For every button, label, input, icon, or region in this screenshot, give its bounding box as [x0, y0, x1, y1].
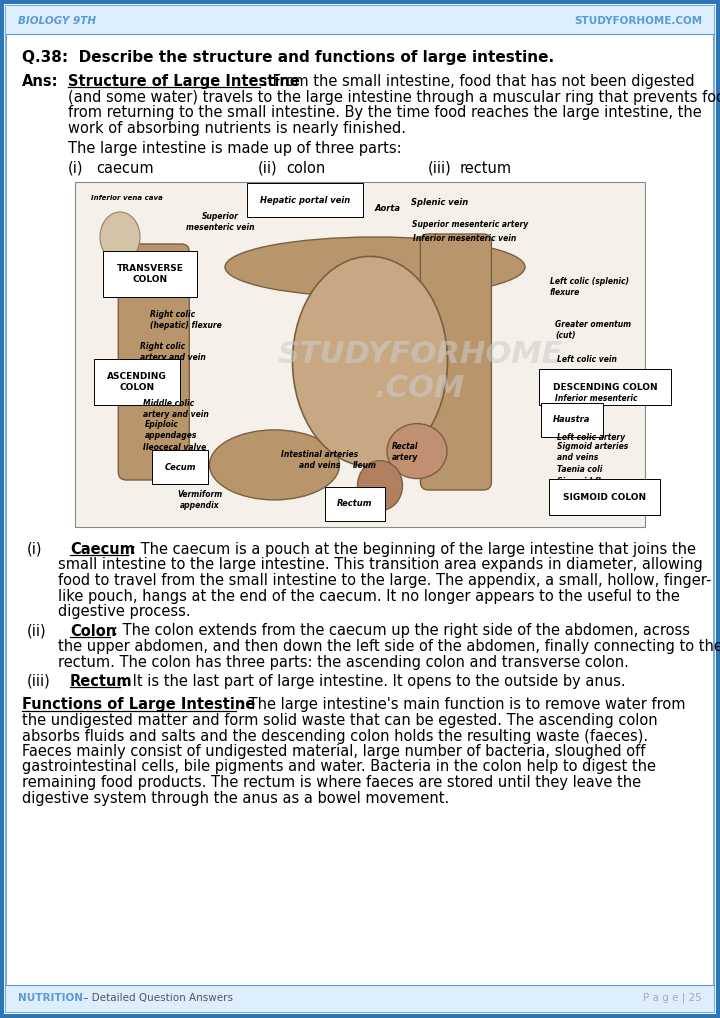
Text: (i): (i)	[27, 542, 42, 557]
Text: Superior mesenteric artery: Superior mesenteric artery	[412, 220, 528, 228]
Text: STUDYFORHOME
.COM: STUDYFORHOME .COM	[277, 340, 563, 403]
FancyBboxPatch shape	[75, 182, 645, 527]
Text: Inferior vena cava: Inferior vena cava	[91, 195, 163, 201]
Ellipse shape	[358, 460, 402, 511]
Text: STUDYFORHOME.COM: STUDYFORHOME.COM	[574, 16, 702, 26]
Text: ASCENDING
COLON: ASCENDING COLON	[107, 373, 167, 392]
FancyBboxPatch shape	[6, 6, 714, 34]
Text: Sigmoid flexure: Sigmoid flexure	[557, 477, 625, 487]
Text: work of absorbing nutrients is nearly finished.: work of absorbing nutrients is nearly fi…	[68, 120, 406, 135]
Text: TRANSVERSE
COLON: TRANSVERSE COLON	[117, 265, 184, 284]
Text: Superior
mesenteric vein: Superior mesenteric vein	[186, 213, 254, 232]
Text: Taenia coli: Taenia coli	[557, 465, 603, 474]
Text: rectum. The colon has three parts: the ascending colon and transverse colon.: rectum. The colon has three parts: the a…	[58, 655, 629, 670]
Text: Left colic vein: Left colic vein	[557, 355, 617, 364]
Text: DESCENDING COLON: DESCENDING COLON	[553, 383, 657, 392]
Text: gastrointestinal cells, bile pigments and water. Bacteria in the colon help to d: gastrointestinal cells, bile pigments an…	[22, 759, 656, 775]
Text: (iii): (iii)	[428, 161, 451, 175]
Text: Functions of Large Intestine: Functions of Large Intestine	[22, 697, 256, 713]
Text: – Detailed Question Answers: – Detailed Question Answers	[80, 993, 233, 1003]
FancyBboxPatch shape	[6, 985, 714, 1012]
Text: Colon: Colon	[70, 623, 116, 638]
Text: Middle colic
artery and vein: Middle colic artery and vein	[143, 399, 209, 418]
Text: digestive process.: digestive process.	[58, 604, 191, 619]
Text: Rectal
artery: Rectal artery	[392, 442, 418, 462]
Ellipse shape	[210, 430, 340, 500]
Ellipse shape	[225, 237, 525, 297]
Text: Structure of Large Intestine: Structure of Large Intestine	[68, 74, 300, 89]
Text: the upper abdomen, and then down the left side of the abdomen, finally connectin: the upper abdomen, and then down the lef…	[58, 639, 720, 654]
Text: Right colic
(hepatic) flexure: Right colic (hepatic) flexure	[150, 310, 222, 330]
Text: P a g e | 25: P a g e | 25	[643, 993, 702, 1004]
Text: Haustra: Haustra	[553, 415, 590, 425]
Text: : From the small intestine, food that has not been digested: : From the small intestine, food that ha…	[263, 74, 695, 89]
Text: Epiploic
appendages: Epiploic appendages	[145, 420, 197, 440]
Text: Aorta: Aorta	[375, 204, 401, 213]
Text: Left colic (splenic)
flexure: Left colic (splenic) flexure	[550, 277, 629, 296]
Text: : The caecum is a pouch at the beginning of the large intestine that joins the: : The caecum is a pouch at the beginning…	[131, 542, 696, 557]
Text: Inferior mesenteric vein: Inferior mesenteric vein	[413, 233, 517, 242]
Text: Ans:: Ans:	[22, 74, 58, 89]
Ellipse shape	[100, 212, 140, 262]
Text: Cecum: Cecum	[164, 462, 196, 471]
Text: Caecum: Caecum	[70, 542, 135, 557]
Text: rectum: rectum	[460, 161, 512, 175]
Text: Left colic artery: Left colic artery	[557, 433, 625, 442]
Ellipse shape	[292, 257, 448, 466]
FancyBboxPatch shape	[6, 6, 714, 1012]
Text: Intestinal arteries
and veins: Intestinal arteries and veins	[282, 450, 359, 469]
FancyBboxPatch shape	[118, 244, 189, 480]
Text: Sigmoid arteries
and veins: Sigmoid arteries and veins	[557, 442, 629, 462]
Text: like pouch, hangs at the end of the caecum. It no longer appears to the useful t: like pouch, hangs at the end of the caec…	[58, 588, 680, 604]
Text: digestive system through the anus as a bowel movement.: digestive system through the anus as a b…	[22, 791, 449, 805]
Text: Splenic vein: Splenic vein	[411, 197, 469, 207]
Text: Hepatic portal vein: Hepatic portal vein	[260, 195, 350, 205]
Text: Rectum: Rectum	[70, 674, 132, 689]
Ellipse shape	[387, 423, 447, 478]
Text: Q.38:  Describe the structure and functions of large intestine.: Q.38: Describe the structure and functio…	[22, 50, 554, 65]
Text: small intestine to the large intestine. This transition area expands in diameter: small intestine to the large intestine. …	[58, 558, 703, 572]
Text: remaining food products. The rectum is where faeces are stored until they leave : remaining food products. The rectum is w…	[22, 775, 641, 790]
Text: BIOLOGY 9TH: BIOLOGY 9TH	[18, 16, 96, 26]
Text: Rectum: Rectum	[337, 500, 373, 509]
Text: Faeces mainly consist of undigested material, large number of bacteria, sloughed: Faeces mainly consist of undigested mate…	[22, 744, 645, 759]
Text: The large intestine is made up of three parts:: The large intestine is made up of three …	[68, 142, 402, 156]
Text: the undigested matter and form solid waste that can be egested. The ascending co: the undigested matter and form solid was…	[22, 713, 657, 728]
FancyBboxPatch shape	[420, 234, 491, 490]
Text: : The colon extends from the caecum up the right side of the abdomen, across: : The colon extends from the caecum up t…	[113, 623, 690, 638]
Text: from returning to the small intestine. By the time food reaches the large intest: from returning to the small intestine. B…	[68, 105, 702, 120]
Text: colon: colon	[286, 161, 325, 175]
Text: (and some water) travels to the large intestine through a muscular ring that pre: (and some water) travels to the large in…	[68, 90, 720, 105]
Text: food to travel from the small intestine to the large. The appendix, a small, hol: food to travel from the small intestine …	[58, 573, 711, 588]
Text: Ileum: Ileum	[353, 460, 377, 469]
Text: : The large intestine's main function is to remove water from: : The large intestine's main function is…	[239, 697, 685, 713]
Text: SIGMOID COLON: SIGMOID COLON	[563, 493, 646, 502]
Text: NUTRITION: NUTRITION	[18, 993, 83, 1003]
Text: (i): (i)	[68, 161, 84, 175]
Text: Right colic
artery and vein: Right colic artery and vein	[140, 342, 206, 361]
Text: (iii): (iii)	[27, 674, 50, 689]
Text: absorbs fluids and salts and the descending colon holds the resulting waste (fae: absorbs fluids and salts and the descend…	[22, 729, 648, 743]
Text: (ii): (ii)	[258, 161, 278, 175]
Text: Ileocecal valve: Ileocecal valve	[143, 443, 206, 452]
Text: caecum: caecum	[96, 161, 153, 175]
Text: Inferior mesenteric
artery: Inferior mesenteric artery	[555, 394, 637, 413]
Text: : It is the last part of large intestine. It opens to the outside by anus.: : It is the last part of large intestine…	[123, 674, 626, 689]
Text: (ii): (ii)	[27, 623, 47, 638]
Text: Greater omentum
(cut): Greater omentum (cut)	[555, 321, 631, 340]
Text: Vermiform
appendix: Vermiform appendix	[177, 491, 222, 510]
